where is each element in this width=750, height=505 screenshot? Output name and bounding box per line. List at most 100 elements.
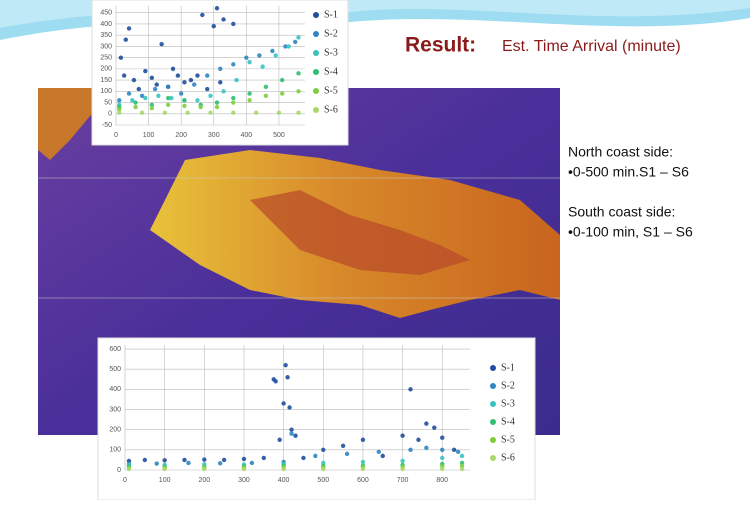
point	[133, 100, 138, 105]
y-tick-label: 600	[109, 346, 121, 353]
point	[459, 463, 465, 469]
point	[313, 453, 318, 459]
point	[263, 84, 269, 90]
point	[221, 89, 226, 94]
point	[139, 93, 145, 99]
y-tick-label: 250	[100, 54, 112, 61]
point	[126, 91, 132, 96]
point	[273, 53, 278, 58]
x-tick-label: 400	[278, 477, 290, 484]
legend-label: S-1	[324, 9, 338, 20]
legend-label: S-2	[501, 380, 515, 391]
point	[149, 102, 155, 107]
point	[287, 405, 292, 410]
point	[459, 466, 465, 472]
legend-label: S-3	[324, 47, 338, 58]
point	[208, 110, 213, 115]
point	[165, 102, 171, 107]
point	[202, 457, 207, 462]
legend-marker	[490, 365, 496, 371]
point	[156, 93, 161, 99]
point	[175, 73, 181, 78]
point	[283, 44, 288, 49]
title-bold: Result:	[405, 34, 476, 57]
point	[321, 447, 326, 453]
point	[281, 466, 286, 472]
point	[231, 100, 236, 105]
point	[131, 77, 137, 83]
y-tick-label: 400	[109, 386, 121, 393]
point	[185, 110, 190, 115]
point	[451, 447, 457, 453]
chart-panel	[97, 337, 536, 501]
legend-marker	[490, 455, 496, 461]
point	[416, 437, 421, 442]
point	[169, 95, 174, 101]
legend-marker	[313, 12, 319, 18]
point	[276, 110, 282, 115]
x-tick-label: 200	[198, 477, 210, 484]
point	[440, 447, 445, 453]
point	[126, 466, 132, 472]
point	[165, 95, 171, 101]
point	[296, 71, 301, 76]
y-tick-label: -50	[102, 122, 112, 129]
legend-marker	[313, 50, 319, 56]
point	[279, 91, 285, 96]
point	[136, 86, 142, 92]
point	[440, 466, 445, 472]
point	[263, 93, 269, 99]
point	[192, 82, 197, 87]
y-tick-label: 300	[100, 43, 112, 50]
point	[202, 466, 207, 472]
point	[205, 73, 210, 78]
point	[289, 431, 294, 436]
point	[321, 460, 326, 466]
point	[296, 35, 301, 40]
legend-marker	[313, 69, 319, 75]
point	[159, 41, 164, 47]
point	[289, 427, 294, 432]
point	[231, 110, 236, 115]
point	[459, 460, 465, 466]
legend-marker	[313, 88, 319, 94]
point	[211, 24, 216, 29]
point	[165, 84, 171, 90]
point	[143, 68, 148, 74]
y-tick-label: 300	[109, 406, 121, 413]
legend-label: S-4	[324, 66, 338, 77]
point	[217, 461, 223, 466]
point	[270, 48, 275, 54]
note: •0-100 min, S1 – S6	[568, 224, 693, 240]
point	[195, 98, 200, 103]
point	[143, 95, 148, 101]
point	[178, 91, 184, 96]
x-tick-label: 0	[123, 477, 127, 484]
point	[198, 104, 203, 110]
point	[380, 453, 385, 459]
y-tick-label: 450	[100, 10, 112, 17]
point	[182, 103, 187, 109]
point	[121, 73, 127, 78]
point	[139, 110, 145, 115]
note: South coast side:	[568, 204, 675, 220]
title: Est. Time Arrival (minute)	[502, 38, 681, 55]
point	[301, 455, 306, 461]
point	[455, 449, 461, 455]
point	[182, 80, 187, 85]
point	[142, 457, 148, 463]
point	[123, 37, 128, 42]
point	[231, 62, 236, 67]
point	[221, 457, 227, 463]
point	[424, 421, 429, 426]
point	[440, 435, 445, 440]
legend-label: S-2	[324, 28, 338, 39]
point	[149, 75, 155, 81]
point	[126, 458, 132, 464]
x-tick-label: 300	[208, 132, 220, 139]
point	[400, 433, 405, 438]
x-tick-label: 100	[159, 477, 171, 484]
point	[188, 77, 194, 83]
point	[249, 460, 255, 466]
